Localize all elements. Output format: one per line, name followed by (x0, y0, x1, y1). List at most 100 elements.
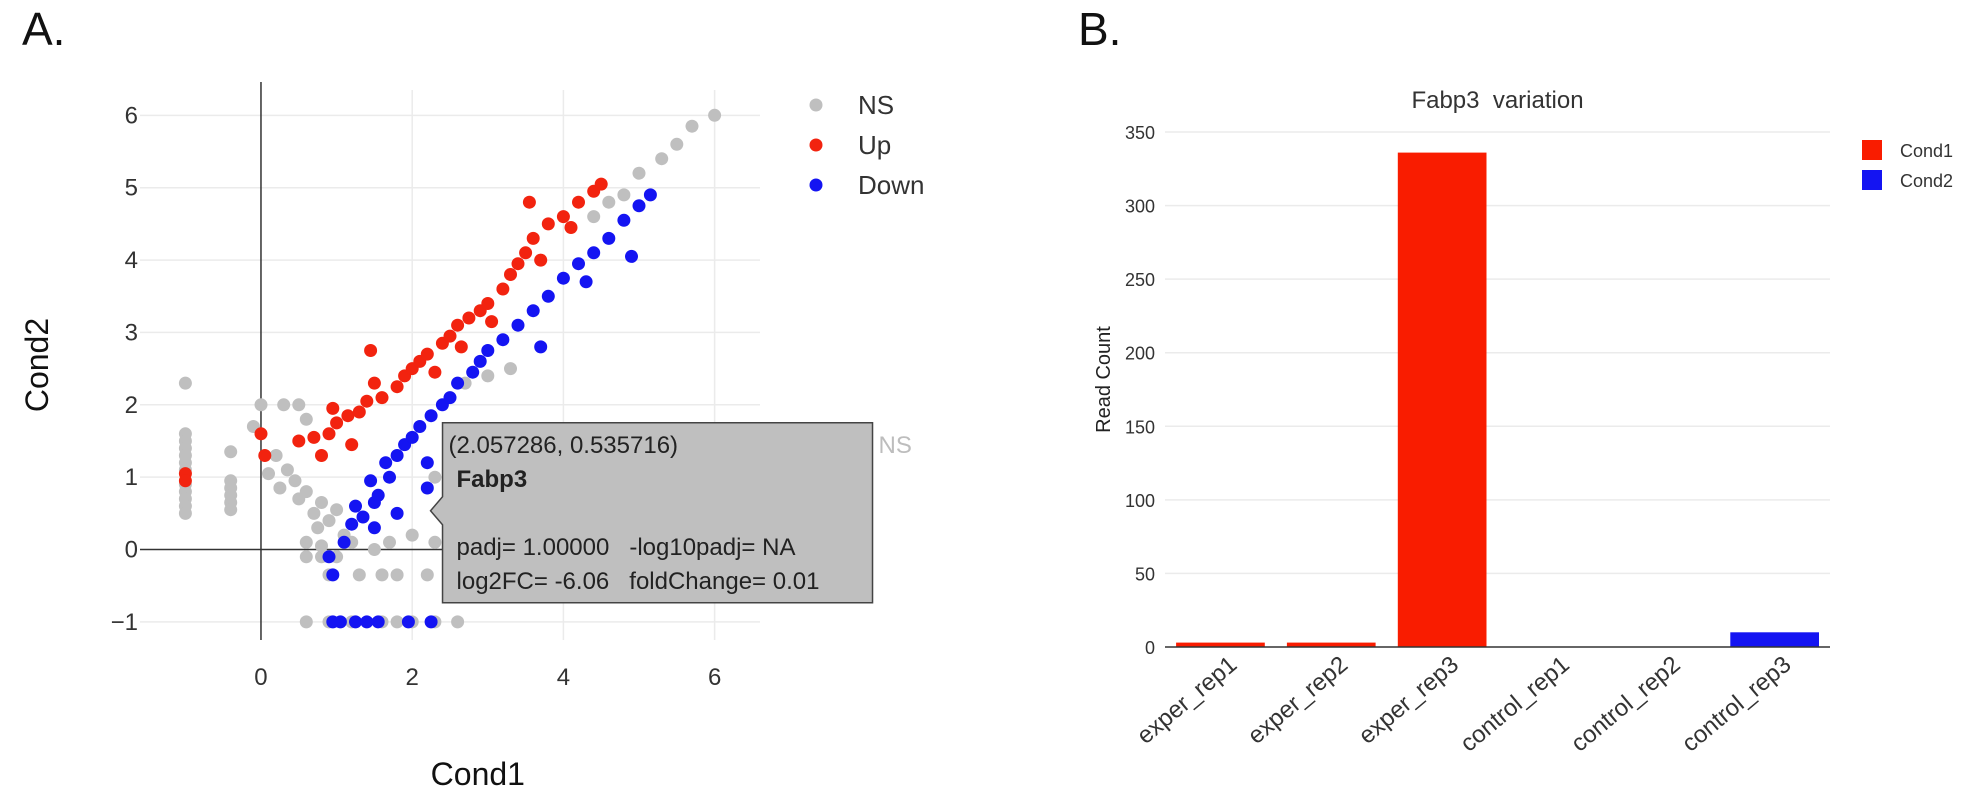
data-point (345, 517, 359, 531)
data-point (390, 568, 404, 582)
data-point (326, 568, 340, 582)
data-point (526, 231, 540, 245)
data-point (522, 195, 536, 209)
data-point (375, 391, 389, 405)
data-point (288, 474, 302, 488)
data-point (625, 249, 638, 263)
y-tick-label: 150 (1125, 417, 1155, 437)
bar-exper_rep1[interactable] (1176, 642, 1265, 647)
data-point (481, 297, 495, 310)
bar-control_rep3[interactable] (1730, 632, 1819, 647)
category-label: exper_rep3 (1354, 651, 1464, 750)
data-point (383, 470, 396, 484)
legend-label: NS (858, 90, 894, 120)
data-point (496, 282, 510, 296)
data-point (292, 492, 306, 506)
data-point (367, 521, 381, 535)
bar-legend[interactable]: Cond1 Cond2 (1862, 140, 1953, 191)
data-point (315, 539, 328, 553)
y-tick-label: 5 (125, 175, 138, 202)
y-tick-label: 100 (1125, 491, 1155, 511)
data-point (428, 470, 442, 484)
data-point (262, 467, 275, 481)
data-point (330, 416, 344, 430)
category-label: control_rep1 (1455, 651, 1575, 757)
data-point (273, 481, 287, 495)
legend-label: Down (858, 170, 924, 200)
data-point (322, 550, 336, 564)
data-point (307, 430, 321, 444)
data-point (632, 199, 646, 213)
data-point (178, 376, 192, 390)
data-point (364, 344, 378, 357)
data-point (311, 521, 325, 535)
data-point (424, 615, 438, 629)
bar-tick-labels: 0 50 100 150 200 250 300 350 (1125, 123, 1155, 658)
scatter-tick-labels: 0 2 4 6 −1 0 1 2 3 4 5 6 (111, 102, 722, 691)
data-point (685, 119, 699, 133)
data-point (371, 615, 385, 629)
data-point (383, 535, 396, 549)
data-point (587, 246, 601, 260)
y-tick-label: 300 (1125, 197, 1155, 217)
data-point (485, 315, 499, 329)
bar-category-labels: exper_rep1 exper_rep2 exper_rep3control_re… (1132, 651, 1797, 757)
data-point (322, 427, 336, 441)
x-tick-label: 6 (708, 664, 721, 691)
scatter-legend[interactable]: NS Up Down (809, 90, 925, 200)
bar-exper_rep3[interactable] (1397, 152, 1487, 647)
y-tick-label: 1 (125, 464, 138, 491)
data-point (360, 615, 374, 629)
panel-a-label: A. (22, 3, 65, 55)
data-point (367, 376, 381, 390)
data-point (462, 311, 476, 325)
data-point (315, 496, 328, 509)
data-point (424, 409, 438, 423)
data-point (466, 365, 480, 379)
y-tick-label: 6 (125, 102, 138, 129)
series-up (178, 177, 608, 488)
legend-item-up[interactable]: Up (809, 130, 892, 160)
data-point (602, 195, 616, 209)
bar-grid (1165, 131, 1830, 575)
data-point (481, 344, 495, 357)
bar-bars[interactable] (1176, 152, 1819, 647)
data-point (292, 434, 306, 448)
category-label: exper_rep1 (1132, 651, 1242, 750)
data-point (292, 398, 306, 412)
data-point (526, 304, 540, 318)
category-label: control_rep3 (1677, 651, 1797, 757)
data-point (617, 213, 631, 227)
scatter-y-axis-label: Cond2 (19, 318, 55, 412)
legend-item-ns[interactable]: NS (809, 90, 895, 120)
data-point (632, 166, 646, 180)
data-point (390, 380, 404, 394)
legend-item-down[interactable]: Down (809, 170, 925, 200)
data-point (277, 398, 291, 412)
legend-marker (809, 98, 823, 112)
category-label: exper_rep2 (1243, 651, 1353, 750)
data-point (405, 528, 419, 542)
data-point (572, 257, 585, 271)
data-point (224, 445, 238, 459)
y-tick-label: 3 (125, 319, 138, 346)
legend-item-cond1[interactable]: Cond1 (1862, 140, 1953, 161)
legend-label: Cond1 (1900, 141, 1953, 161)
data-point (371, 488, 385, 502)
data-point (428, 535, 442, 549)
data-point (178, 474, 192, 488)
data-point (443, 329, 457, 343)
data-point (367, 543, 381, 556)
bar-exper_rep2[interactable] (1286, 642, 1376, 647)
y-tick-label: 50 (1135, 564, 1155, 584)
data-point (428, 365, 442, 379)
data-point (670, 137, 684, 151)
tooltip-coordinates: (2.057286, 0.535716) (449, 432, 679, 459)
data-point (564, 221, 578, 234)
legend-item-cond2[interactable]: Cond2 (1862, 170, 1953, 191)
bar-chart-title: Fabp3 variation (1411, 87, 1583, 114)
data-point (390, 506, 404, 520)
panel-b-label: B. (1078, 3, 1121, 55)
y-tick-label: 350 (1125, 123, 1155, 143)
data-point (178, 506, 192, 520)
